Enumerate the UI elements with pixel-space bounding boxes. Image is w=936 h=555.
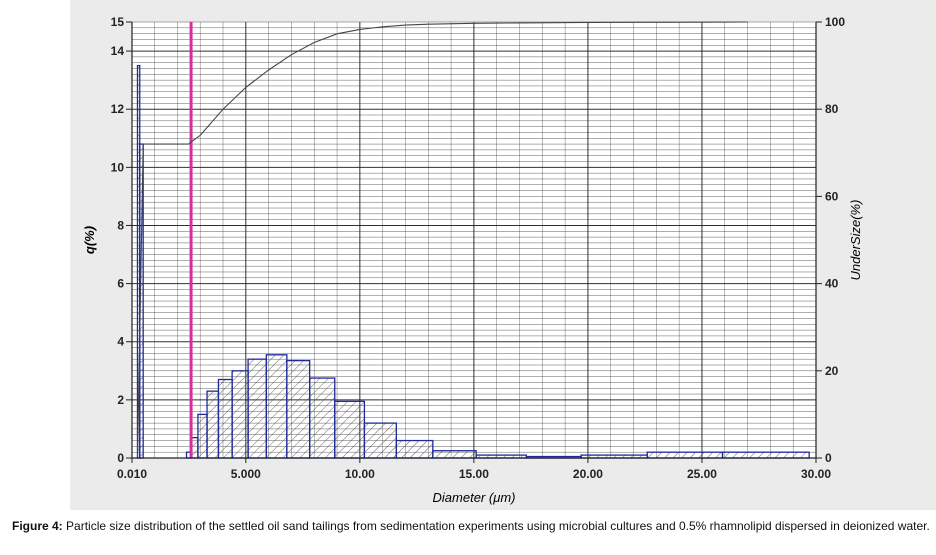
x-tick-label: 5.000 <box>231 467 261 481</box>
distribution-bar <box>286 359 311 459</box>
y-tick-label: 6 <box>117 277 124 291</box>
distribution-bar <box>197 413 208 459</box>
distribution-bar <box>721 451 810 459</box>
distribution-bar <box>206 390 220 459</box>
y2-tick-label: 40 <box>825 277 839 291</box>
y-tick-label: 12 <box>111 102 125 116</box>
distribution-bar <box>309 377 336 459</box>
distribution-bar <box>646 451 724 459</box>
distribution-bar <box>247 358 267 459</box>
x-tick-label: 20.00 <box>573 467 603 481</box>
y2-tick-label: 60 <box>825 189 839 203</box>
y2-tick-label: 80 <box>825 102 839 116</box>
y-tick-label: 14 <box>111 44 125 58</box>
y2-tick-label: 20 <box>825 364 839 378</box>
y2-tick-label: 0 <box>825 451 832 465</box>
caption-label: Figure 4: <box>12 519 63 533</box>
y-tick-label: 10 <box>111 160 125 174</box>
bars <box>136 64 810 459</box>
x-tick-label: 25.00 <box>687 467 717 481</box>
caption-text: Particle size distribution of the settle… <box>66 519 930 533</box>
distribution-bar <box>395 439 434 459</box>
y-tick-label: 0 <box>117 451 124 465</box>
figure-panel: 0.010 5.000 10.00 15.00 20.00 25.00 30.00 0 2 4 6 8… <box>70 0 936 510</box>
figure-caption: Figure 4: Particle size distribution of … <box>12 519 930 533</box>
tick-labels: 0.010 5.000 10.00 15.00 20.00 25.00 30.00 0 2 4 6 8… <box>111 15 846 481</box>
y-tick-label: 4 <box>117 335 124 349</box>
y-tick-label: 15 <box>111 15 125 29</box>
y2-tick-label: 100 <box>825 15 845 29</box>
y-tick-label: 8 <box>117 218 124 232</box>
distribution-bar <box>334 400 366 459</box>
x-tick-label: 30.00 <box>801 467 831 481</box>
y-tick-label: 2 <box>117 393 124 407</box>
distribution-bar <box>231 370 249 459</box>
y2-axis-title: UnderSize(%) <box>848 200 863 281</box>
undersize-line <box>136 21 748 459</box>
x-tick-label: 15.00 <box>459 467 489 481</box>
x-tick-label: 10.00 <box>345 467 375 481</box>
x-axis-title: Diameter (μm) <box>433 490 516 505</box>
y-axis-title: q(%) <box>82 226 97 254</box>
cumulative-curve <box>136 21 748 459</box>
distribution-bar <box>217 378 233 459</box>
axes <box>126 21 822 463</box>
distribution-bar <box>265 354 288 459</box>
distribution-bar <box>363 422 397 459</box>
x-tick-label: 0.010 <box>117 467 147 481</box>
particle-size-chart: 0.010 5.000 10.00 15.00 20.00 25.00 30.00 0 2 4 6 8… <box>82 15 863 505</box>
distribution-bar <box>432 450 477 459</box>
